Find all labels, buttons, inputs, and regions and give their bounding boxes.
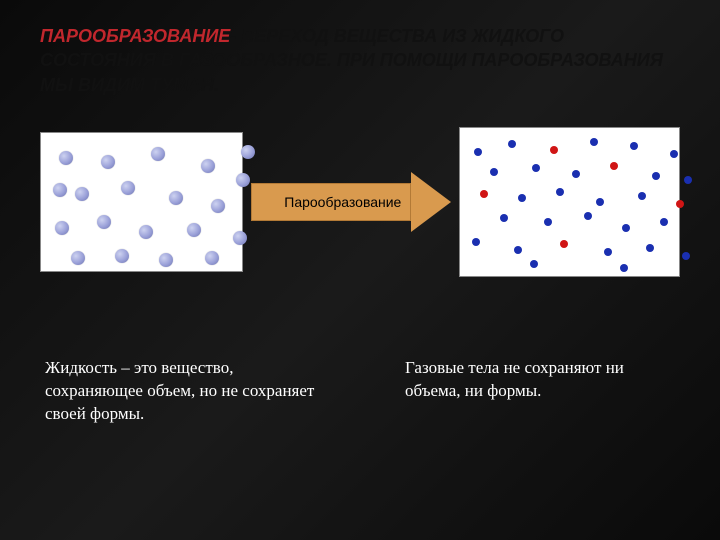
liquid-caption: Жидкость – это вещество, сохраняющее объ…	[45, 357, 315, 426]
molecule-icon	[514, 246, 522, 254]
molecule-icon	[236, 173, 250, 187]
molecule-icon	[684, 176, 692, 184]
molecule-icon	[169, 191, 183, 205]
molecule-icon	[590, 138, 598, 146]
molecule-icon	[490, 168, 498, 176]
molecule-icon	[556, 188, 564, 196]
arrow-head-icon	[411, 172, 451, 232]
molecule-icon	[474, 148, 482, 156]
molecule-icon	[241, 145, 255, 159]
molecule-icon	[97, 215, 111, 229]
molecule-icon	[75, 187, 89, 201]
heading-accent: ПАРООБРАЗОВАНИЕ	[40, 26, 230, 46]
diagram-row: Парообразование	[0, 107, 720, 277]
molecule-icon	[584, 212, 592, 220]
process-arrow: Парообразование	[251, 172, 451, 232]
molecule-icon	[596, 198, 604, 206]
molecule-icon	[682, 252, 690, 260]
molecule-icon	[670, 150, 678, 158]
molecule-icon	[101, 155, 115, 169]
molecule-icon	[151, 147, 165, 161]
molecule-icon	[59, 151, 73, 165]
molecule-icon	[518, 194, 526, 202]
gas-caption: Газовые тела не сохраняют ни объема, ни …	[405, 357, 675, 426]
molecule-icon	[638, 192, 646, 200]
molecule-icon	[187, 223, 201, 237]
molecule-icon	[572, 170, 580, 178]
molecule-icon	[500, 214, 508, 222]
molecule-icon	[55, 221, 69, 235]
molecule-icon	[139, 225, 153, 239]
molecule-icon	[652, 172, 660, 180]
molecule-icon	[560, 240, 568, 248]
molecule-icon	[630, 142, 638, 150]
molecule-icon	[620, 264, 628, 272]
captions-row: Жидкость – это вещество, сохраняющее объ…	[0, 277, 720, 426]
liquid-panel	[40, 132, 243, 272]
molecule-icon	[610, 162, 618, 170]
molecule-icon	[660, 218, 668, 226]
molecule-icon	[211, 199, 225, 213]
molecule-icon	[508, 140, 516, 148]
molecule-icon	[121, 181, 135, 195]
molecule-icon	[201, 159, 215, 173]
gas-panel	[459, 127, 680, 277]
arrow-label: Парообразование	[284, 194, 401, 210]
molecule-icon	[53, 183, 67, 197]
molecule-icon	[622, 224, 630, 232]
molecule-icon	[544, 218, 552, 226]
molecule-icon	[233, 231, 247, 245]
molecule-icon	[532, 164, 540, 172]
molecule-icon	[159, 253, 173, 267]
molecule-icon	[205, 251, 219, 265]
molecule-icon	[71, 251, 85, 265]
molecule-icon	[480, 190, 488, 198]
molecule-icon	[646, 244, 654, 252]
molecule-icon	[550, 146, 558, 154]
molecule-icon	[676, 200, 684, 208]
molecule-icon	[472, 238, 480, 246]
molecule-icon	[604, 248, 612, 256]
molecule-icon	[530, 260, 538, 268]
molecule-icon	[115, 249, 129, 263]
slide-heading: ПАРООБРАЗОВАНИЕ- ПЕРЕХОД ВЕЩЕСТВА ИЗ ЖИД…	[0, 0, 720, 107]
